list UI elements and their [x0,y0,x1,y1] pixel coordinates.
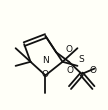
Text: S: S [79,55,85,64]
Text: O: O [65,45,72,54]
Text: N: N [42,56,49,65]
Text: O: O [90,66,97,75]
Text: O: O [67,66,73,75]
Text: O: O [42,70,49,79]
